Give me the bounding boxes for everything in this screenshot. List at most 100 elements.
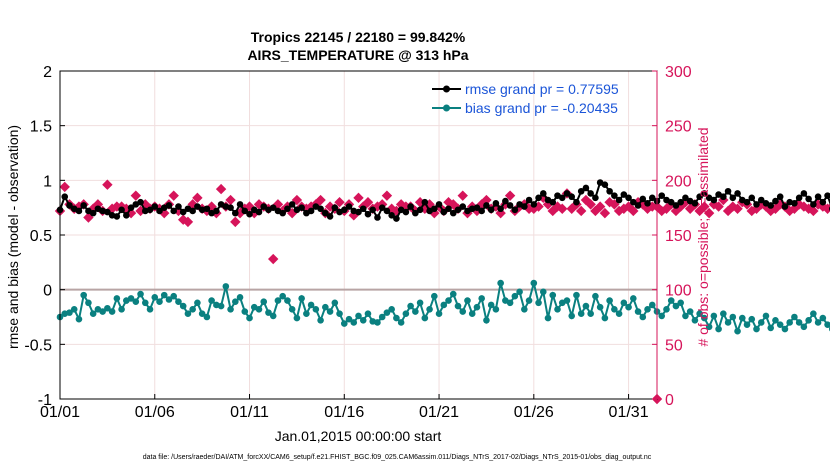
bias-point (179, 302, 187, 310)
bias-point (454, 302, 462, 310)
bias-point (222, 283, 230, 290)
rmse-point (170, 207, 178, 215)
rmse-point (213, 207, 220, 215)
bias-point (762, 312, 770, 320)
rmse-point (431, 205, 438, 213)
bias-point (75, 315, 83, 323)
rmse-point (307, 207, 315, 215)
x-axis-label: Jan.01,2015 00:00:00 start (275, 428, 442, 444)
bias-point (791, 313, 798, 321)
rmse-point (478, 207, 485, 215)
rmse-point (326, 213, 334, 220)
rmse-point (810, 201, 817, 208)
bias-point (118, 306, 125, 313)
rmse-point (611, 192, 618, 199)
y-axis-right: 0 50 100 150 200 250 300 (665, 64, 692, 409)
obs-marker (566, 203, 577, 214)
bias-point (431, 292, 438, 300)
bias-point (449, 290, 457, 298)
rmse-point (535, 194, 542, 202)
y-right-tick-label: 50 (665, 337, 683, 354)
rmse-point (682, 194, 689, 202)
axis-ticks (59, 70, 657, 400)
obs-marker (334, 197, 345, 208)
x-tick-label: 01/21 (419, 404, 459, 421)
rmse-point (667, 198, 675, 206)
bias-point (483, 316, 490, 324)
y-right-tick-label: 0 (665, 392, 674, 409)
bias-point (378, 313, 386, 321)
bias-point (582, 302, 590, 310)
rmse-point (369, 206, 377, 214)
rmse-point (753, 201, 760, 208)
y-tick-label: 1.5 (30, 119, 52, 136)
bias-point (265, 309, 272, 316)
bias-point (104, 304, 111, 312)
rmse-point (568, 193, 576, 201)
rmse-point (592, 194, 599, 202)
rmse-point (720, 193, 727, 201)
rmse-point (454, 206, 462, 214)
bias-point (374, 319, 381, 326)
rmse-point (511, 206, 519, 214)
bias-point (137, 290, 144, 298)
rmse-point (407, 203, 414, 210)
bias-point (274, 297, 282, 304)
rmse-point (355, 208, 362, 216)
rmse-point (374, 214, 381, 221)
x-tick-label: 01/11 (230, 404, 269, 421)
bias-point (468, 310, 476, 318)
bias-point (307, 301, 315, 309)
bias-point (473, 303, 481, 311)
bias-point (160, 291, 168, 299)
rmse-point (359, 205, 367, 213)
bias-point (720, 310, 727, 318)
rmse-point (558, 194, 566, 202)
bias-point (336, 310, 343, 318)
rmse-point (288, 201, 296, 208)
bias-point (568, 312, 576, 320)
rmse-point (241, 207, 249, 215)
bias-point (141, 299, 149, 307)
rmse-point (445, 205, 452, 213)
rmse-point (734, 190, 741, 197)
rmse-point (743, 198, 751, 206)
bias-point (99, 308, 106, 315)
obs-marker (268, 253, 279, 265)
obs-marker (808, 205, 819, 217)
obs-marker (362, 197, 374, 208)
obs-marker (73, 201, 85, 212)
rmse-point (563, 190, 571, 197)
rmse-point (644, 199, 651, 207)
bias-point (146, 306, 154, 313)
rmse-point (492, 199, 500, 207)
bias-point (198, 310, 206, 318)
chart-subtitle: AIRS_TEMPERATURE @ 313 hPa (247, 47, 468, 63)
obs-marker (557, 203, 568, 214)
grid (60, 71, 657, 399)
bias-point (293, 314, 301, 322)
bias-point (388, 306, 395, 313)
rmse-point (630, 198, 637, 206)
rmse-point (165, 202, 173, 209)
legend-bias-marker (443, 104, 450, 112)
rmse-point (757, 196, 765, 204)
bias-point (298, 295, 305, 302)
rmse-point (573, 198, 580, 206)
bias-point (521, 306, 528, 313)
bias-point (667, 297, 675, 304)
bias-point (184, 310, 192, 318)
bias-point (710, 312, 718, 320)
bias-point (359, 316, 367, 324)
rmse-point (402, 208, 410, 216)
obs-marker (594, 201, 606, 212)
rmse-point (66, 202, 73, 209)
rmse-point (421, 198, 429, 206)
rmse-point (345, 203, 353, 210)
rmse-point (298, 204, 305, 211)
bias-point (255, 306, 263, 313)
bias-point (70, 306, 78, 313)
obs-marker (774, 199, 786, 210)
bias-point (819, 314, 827, 322)
rmse-point (189, 207, 196, 215)
